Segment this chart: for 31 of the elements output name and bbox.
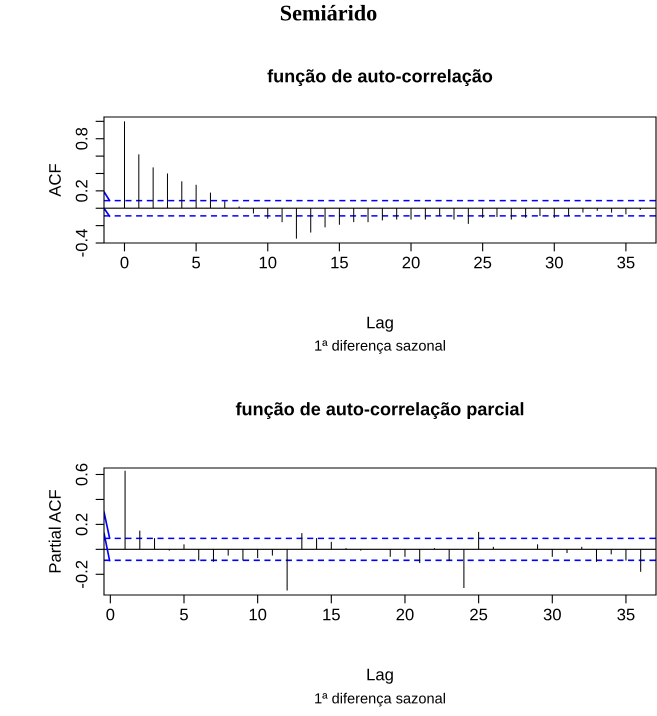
y-tick-label: 0.6 (76, 464, 88, 486)
x-tick-label: 10 (260, 256, 276, 268)
text: 1ª diferença sazonal (315, 340, 445, 354)
y-tick-label: 0.2 (76, 180, 88, 202)
x-tick-label: 5 (180, 608, 188, 620)
y-tick-label: 0.2 (76, 514, 88, 536)
x-tick-label: 5 (192, 256, 200, 268)
y-tick-label: -0.4 (76, 229, 88, 257)
x-tick-label: 30 (546, 256, 563, 268)
x-axis-title: Lag (367, 316, 393, 332)
x-tick-label: 35 (617, 256, 634, 268)
x-tick-label: 20 (402, 256, 420, 268)
x-tick-label: 25 (470, 608, 488, 620)
x-tick-label: 35 (617, 608, 635, 620)
x-tick-label: 15 (323, 608, 340, 620)
chart-title: função de auto-correlação (267, 69, 492, 86)
y-tick-label: 0.8 (76, 128, 88, 150)
x-tick-label: 20 (396, 608, 414, 620)
x-tick-label: 0 (120, 256, 128, 268)
x-tick-label: 25 (474, 256, 492, 268)
text: Semiárido (280, 4, 376, 21)
y-axis-title: ACF (49, 164, 61, 197)
y-tick-label: -0.2 (76, 560, 88, 588)
y-axis-title: Partial ACF (48, 490, 61, 572)
text: 1ª diferença sazonal (315, 692, 445, 706)
x-tick-label: 10 (250, 608, 266, 620)
x-axis-title: Lag (367, 668, 393, 684)
x-tick-label: 15 (331, 256, 348, 268)
x-tick-label: 0 (106, 608, 114, 620)
x-tick-label: 30 (544, 608, 561, 620)
chart-title: função de auto-correlação parcial (236, 402, 524, 419)
